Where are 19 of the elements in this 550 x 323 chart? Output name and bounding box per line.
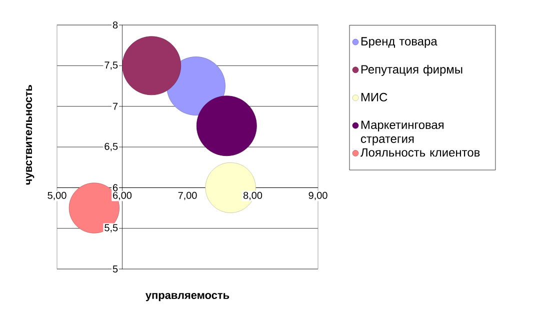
legend-label: Репутация фирмы: [361, 64, 462, 76]
legend-label: МИС: [361, 92, 388, 102]
y-tick-label: 5,5: [104, 224, 118, 232]
x-tick-label: 6,00: [113, 192, 132, 200]
y-tick-label: 7: [113, 102, 118, 110]
x-tick-label: 9,00: [308, 192, 328, 200]
y-axis-title: чувствительность: [26, 85, 34, 185]
x-tick-label: 5,00: [48, 192, 66, 200]
y-tick-label: 8: [112, 21, 118, 29]
y-tick-label: 5: [112, 266, 118, 272]
x-tick-label: 8,00: [243, 192, 262, 200]
x-axis-title: управляемость: [146, 292, 230, 302]
x-tick-label: 7,00: [178, 192, 197, 200]
y-tick-label: 6,5: [104, 142, 118, 152]
legend-label: Бренд товара: [361, 37, 438, 48]
y-tick-label: 7,5: [104, 62, 118, 70]
legend-label: Маркетинговая стратегия: [360, 120, 444, 146]
y-tick-label: 6: [113, 184, 118, 192]
legend-label: Лояльность клиентов: [360, 148, 480, 157]
